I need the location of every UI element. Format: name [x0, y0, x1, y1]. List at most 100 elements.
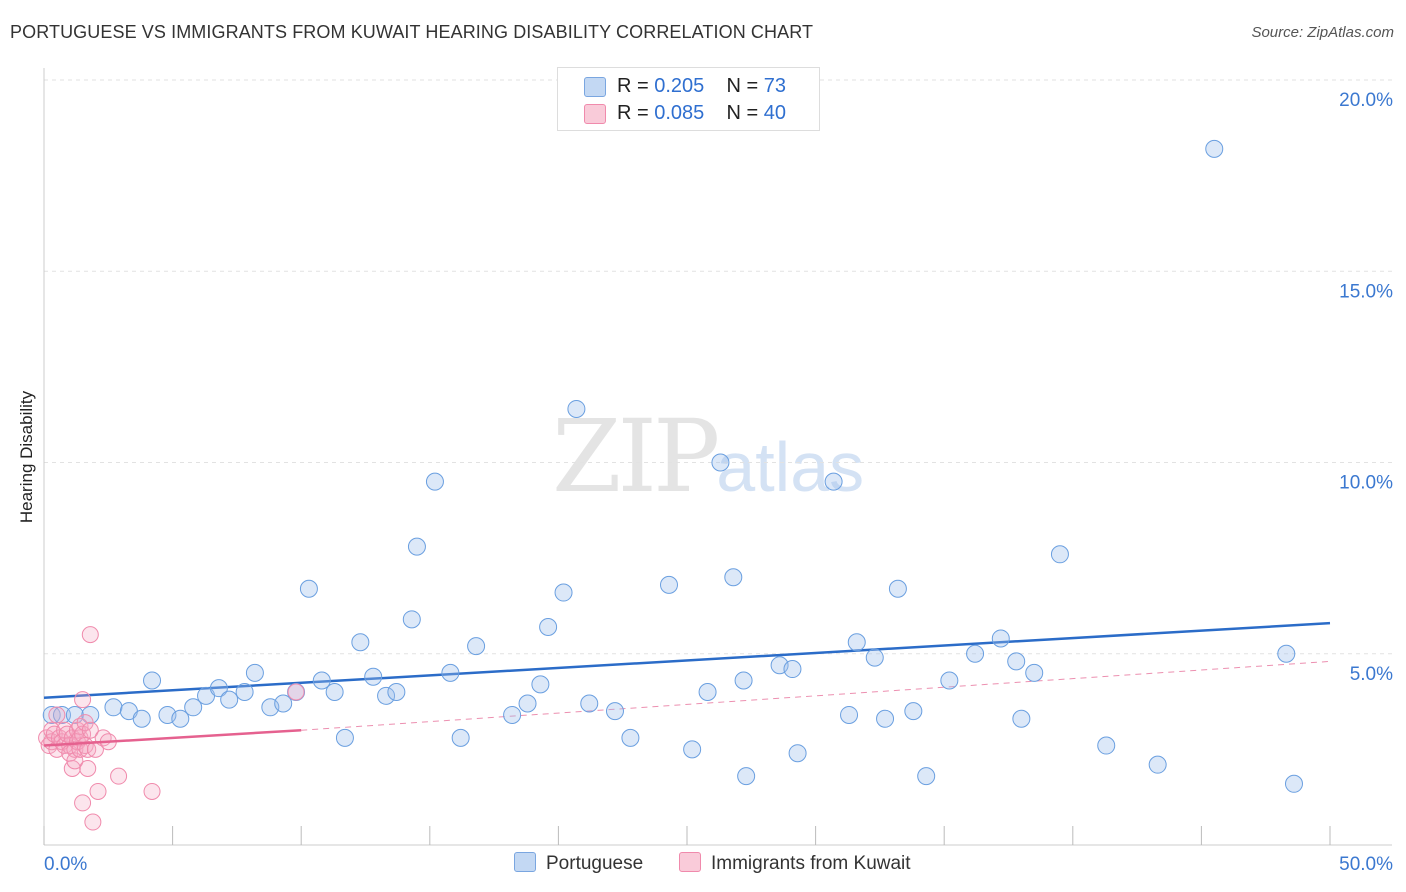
portuguese-point: [1050, 545, 1069, 564]
kuwait-legend-swatch: [679, 852, 701, 872]
kuwait-r-value: 0.085: [654, 102, 705, 124]
portuguese-point: [554, 583, 573, 602]
watermark: ZIPatlas: [552, 398, 865, 515]
portuguese-point: [53, 705, 72, 724]
portuguese-r-value: 0.205: [654, 75, 705, 97]
portuguese-point: [351, 633, 370, 652]
portuguese-point: [209, 679, 228, 698]
portuguese-n-value: 73: [763, 75, 787, 97]
portuguese-point: [711, 453, 730, 472]
portuguese-point: [1097, 736, 1116, 755]
portuguese-point: [42, 705, 61, 724]
portuguese-point: [605, 702, 624, 721]
portuguese-point: [580, 694, 599, 713]
portuguese-point: [531, 675, 550, 694]
y-tick-label: 20.0%: [1339, 90, 1393, 111]
portuguese-point: [876, 709, 895, 728]
kuwait-point: [143, 782, 161, 800]
portuguese-legend-swatch: [514, 852, 536, 872]
portuguese-point: [518, 694, 537, 713]
kuwait-points: [38, 626, 305, 831]
stats-legend: R = 0.205 N = 73 R = 0.085 N = 40: [557, 67, 820, 131]
portuguese-point: [402, 610, 421, 629]
x-tick-label-max: 50.0%: [1339, 854, 1393, 875]
portuguese-point: [991, 629, 1010, 648]
portuguese-point: [683, 740, 702, 759]
portuguese-point: [1205, 139, 1224, 158]
portuguese-point: [783, 660, 802, 679]
kuwait-trend-extension: [301, 660, 1331, 731]
portuguese-point: [335, 728, 354, 747]
kuwait-point: [110, 767, 128, 785]
portuguese-point: [1007, 652, 1026, 671]
portuguese-point: [1012, 709, 1031, 728]
kuwait-point: [79, 760, 97, 777]
kuwait-point: [81, 626, 99, 644]
tick-labels: 5.0% 10.0% 15.0% 20.0% 0.0% 50.0%: [44, 90, 1393, 875]
portuguese-point: [1284, 774, 1303, 793]
y-tick-label: 5.0%: [1350, 664, 1393, 685]
kuwait-point: [89, 782, 107, 800]
portuguese-point: [724, 568, 743, 587]
bottom-legend-portuguese: Portuguese: [514, 852, 643, 875]
portuguese-point: [364, 667, 383, 686]
x-tick-label-min: 0.0%: [44, 854, 87, 875]
portuguese-point: [737, 767, 756, 786]
kuwait-point: [74, 691, 92, 709]
portuguese-point: [865, 648, 884, 667]
portuguese-point: [888, 579, 907, 598]
kuwait-swatch: [584, 104, 606, 124]
trend-lines: [43, 621, 1331, 731]
kuwait-point: [48, 706, 66, 724]
portuguese-point: [245, 663, 264, 682]
portuguese-point: [824, 472, 843, 491]
portuguese-point: [387, 683, 406, 701]
portuguese-point: [1277, 644, 1296, 663]
portuguese-point: [132, 709, 151, 728]
portuguese-point: [312, 671, 331, 690]
portuguese-point: [171, 709, 190, 728]
kuwait-point: [84, 813, 102, 831]
portuguese-point: [451, 728, 470, 747]
portuguese-point: [503, 705, 522, 724]
portuguese-point: [847, 633, 866, 652]
kuwait-point: [287, 683, 305, 701]
portuguese-point: [377, 686, 396, 705]
portuguese-swatch: [584, 77, 606, 97]
portuguese-point: [143, 671, 162, 690]
portuguese-point: [966, 644, 985, 663]
portuguese-point: [325, 683, 344, 701]
axes: [43, 68, 1392, 846]
portuguese-point: [407, 537, 426, 556]
portuguese-point: [659, 575, 678, 594]
portuguese-point: [104, 698, 123, 717]
portuguese-point: [1025, 663, 1044, 682]
portuguese-point: [235, 683, 254, 701]
source-label: Source: ZipAtlas.com: [1251, 24, 1394, 41]
portuguese-point: [299, 579, 318, 598]
chart-title: PORTUGUESE VS IMMIGRANTS FROM KUWAIT HEA…: [10, 22, 814, 42]
portuguese-point: [425, 472, 444, 491]
portuguese-point: [567, 399, 586, 418]
portuguese-point: [220, 690, 239, 709]
portuguese-point: [698, 683, 717, 701]
portuguese-point: [840, 705, 859, 724]
kuwait-point: [74, 794, 92, 812]
portuguese-points: [42, 139, 1303, 793]
y-tick-label: 15.0%: [1339, 281, 1393, 302]
kuwait-n-value: 40: [763, 102, 787, 124]
portuguese-point: [734, 671, 753, 690]
portuguese-point: [788, 744, 807, 763]
portuguese-point: [441, 663, 460, 682]
portuguese-point: [940, 671, 959, 690]
portuguese-point: [904, 702, 923, 721]
portuguese-point: [184, 698, 203, 717]
y-tick-label: 10.0%: [1339, 473, 1393, 494]
portuguese-point: [274, 694, 293, 713]
portuguese-point: [467, 637, 486, 656]
bottom-legend-kuwait: Immigrants from Kuwait: [679, 852, 911, 875]
portuguese-point: [621, 728, 640, 747]
portuguese-point: [1148, 755, 1167, 774]
kuwait-point: [81, 721, 99, 739]
